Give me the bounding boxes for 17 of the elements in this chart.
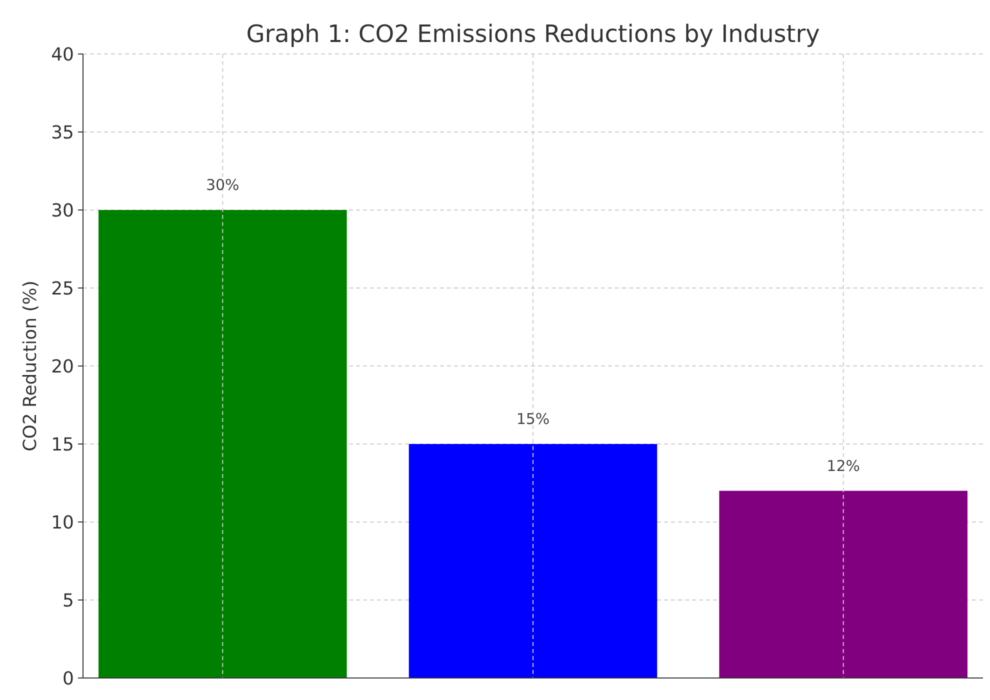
bar [408, 444, 658, 678]
y-tick-label: 30 [51, 200, 74, 222]
data-label: 15% [516, 410, 550, 428]
y-axis-title: CO2 Reduction (%) [20, 280, 41, 452]
y-tick-label: 0 [62, 668, 74, 690]
bar [719, 490, 968, 678]
y-tick-label: 10 [51, 512, 74, 534]
y-tick-label: 35 [51, 122, 74, 144]
y-tick-label: 40 [51, 44, 74, 66]
y-tick-label: 20 [51, 356, 74, 378]
y-tick-label: 15 [51, 434, 74, 456]
bar [98, 210, 347, 678]
y-tick-label: 5 [62, 590, 74, 612]
data-label: 12% [826, 456, 860, 475]
y-tick-label: 25 [51, 278, 74, 300]
chart-title: Graph 1: CO2 Emissions Reductions by Industry [246, 20, 820, 48]
data-label: 30% [206, 176, 240, 194]
